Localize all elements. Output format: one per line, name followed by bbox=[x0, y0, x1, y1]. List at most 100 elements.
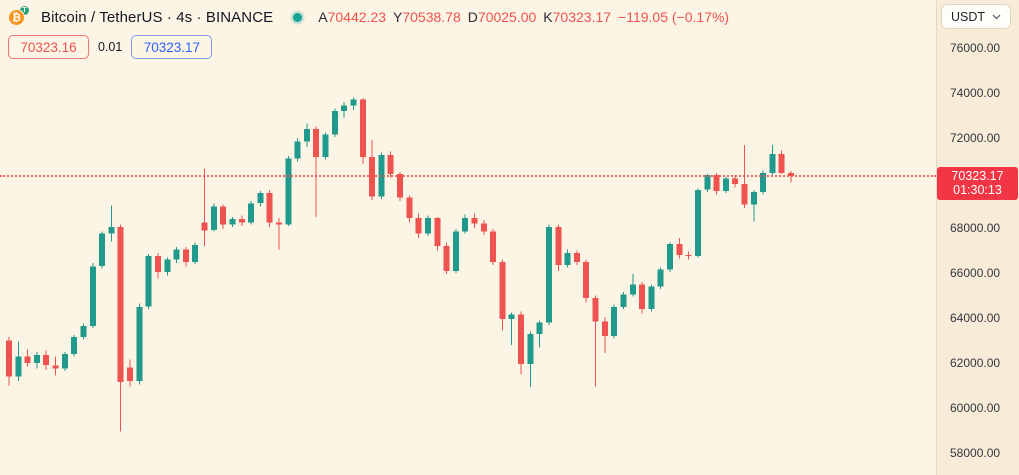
chevron-down-icon bbox=[992, 14, 1001, 19]
ask-button[interactable]: 70323.17 bbox=[131, 35, 213, 59]
candle-body bbox=[387, 154, 394, 174]
candle-body bbox=[210, 206, 217, 231]
price-axis-label: 60000.00 bbox=[950, 400, 1001, 415]
candle-body bbox=[788, 173, 794, 176]
candle-body bbox=[322, 134, 329, 158]
candle-body bbox=[201, 222, 208, 231]
ohlc-open: A70442.23 bbox=[318, 9, 387, 25]
candle-body bbox=[397, 174, 403, 198]
candle-body bbox=[173, 249, 180, 260]
candle-body bbox=[648, 286, 655, 309]
candle-body bbox=[694, 189, 701, 257]
candle-body bbox=[769, 153, 776, 173]
price-axis-label: 58000.00 bbox=[950, 445, 1001, 460]
candle-body bbox=[518, 314, 525, 365]
candle-body bbox=[99, 233, 106, 267]
candle-body bbox=[471, 217, 478, 224]
candle-body bbox=[257, 193, 264, 204]
candle-body bbox=[536, 322, 543, 334]
last-price-label: 70323.17 01:30:13 bbox=[937, 167, 1018, 201]
candle-body bbox=[145, 256, 152, 307]
candle-body bbox=[480, 223, 487, 232]
price-axis-label: 64000.00 bbox=[950, 310, 1001, 325]
candle-body bbox=[15, 356, 22, 377]
candle-body bbox=[359, 99, 366, 158]
candlestick-chart-canvas[interactable] bbox=[0, 0, 937, 475]
ohlc-legend: A70442.23 Y70538.78 D70025.00 K70323.17 … bbox=[318, 9, 729, 25]
candle-body bbox=[248, 203, 255, 223]
candle-body bbox=[33, 355, 40, 363]
price-axis-label: 74000.00 bbox=[950, 85, 1001, 100]
candle-body bbox=[452, 231, 459, 271]
candle-body bbox=[220, 206, 227, 225]
bid-button[interactable]: 70323.16 bbox=[8, 35, 89, 59]
candle-body bbox=[490, 231, 497, 262]
candle-body bbox=[685, 255, 692, 257]
symbol-legend: T ₿ Bitcoin / TetherUS · 4s · BINANCE A7… bbox=[8, 5, 729, 59]
last-price-line bbox=[0, 174, 936, 177]
price-axis-label: 66000.00 bbox=[950, 265, 1001, 280]
candle-body bbox=[676, 243, 683, 256]
candle-body bbox=[462, 217, 469, 232]
candle-body bbox=[24, 356, 31, 364]
candle-body bbox=[108, 226, 115, 234]
price-axis[interactable]: 70323.17 01:30:13 76000.00 74000.00 72000.… bbox=[936, 0, 1019, 475]
candle-body bbox=[611, 306, 618, 337]
candle-body bbox=[564, 252, 571, 266]
candle-body bbox=[620, 294, 627, 307]
candle-body bbox=[778, 153, 785, 173]
candle-body bbox=[639, 284, 646, 310]
symbol-title[interactable]: Bitcoin / TetherUS · 4s · BINANCE bbox=[41, 8, 274, 26]
candle-body bbox=[6, 340, 12, 377]
candle-body bbox=[276, 222, 282, 225]
candle-body bbox=[722, 178, 729, 191]
candle-body bbox=[127, 367, 133, 381]
currency-toggle-button[interactable]: USDT bbox=[940, 4, 1011, 29]
candle-body bbox=[331, 111, 338, 135]
candle-body bbox=[443, 246, 450, 271]
candle-body bbox=[164, 259, 171, 272]
candle-body bbox=[52, 365, 59, 369]
pair-logo: T ₿ bbox=[8, 5, 35, 27]
candle-body bbox=[704, 175, 711, 190]
bar-countdown: 01:30:13 bbox=[953, 183, 1002, 198]
candle-body bbox=[341, 105, 348, 111]
price-axis-label: 68000.00 bbox=[950, 220, 1001, 235]
candle-body bbox=[750, 192, 757, 205]
candle-body bbox=[294, 141, 301, 159]
candle-body bbox=[527, 333, 534, 365]
candle-body bbox=[583, 261, 590, 298]
candle-body bbox=[415, 217, 422, 234]
currency-label: USDT bbox=[950, 9, 985, 24]
candle-body bbox=[350, 99, 357, 106]
candle-body bbox=[667, 243, 673, 270]
candle-body bbox=[760, 172, 767, 192]
ohlc-high: Y70538.78 bbox=[393, 9, 461, 25]
ohlc-close: K70323.17 bbox=[543, 9, 612, 25]
spread-value: 0.01 bbox=[98, 40, 123, 54]
candle-body bbox=[601, 321, 608, 336]
price-axis-label: 62000.00 bbox=[950, 355, 1001, 370]
candle-body bbox=[425, 217, 431, 234]
candle-body bbox=[71, 337, 78, 354]
candle-body bbox=[229, 219, 236, 225]
ohlc-low: D70025.00 bbox=[467, 9, 537, 25]
price-axis-label: 72000.00 bbox=[950, 130, 1001, 145]
market-status-icon bbox=[293, 12, 303, 22]
candle-body bbox=[732, 178, 739, 185]
candle-body bbox=[406, 197, 413, 218]
candle-body bbox=[713, 175, 720, 191]
candle-body bbox=[89, 266, 96, 326]
candle-body bbox=[546, 226, 552, 323]
candle-body bbox=[499, 261, 506, 320]
candle-body bbox=[592, 297, 599, 322]
candle-body bbox=[117, 226, 124, 383]
candle-body bbox=[313, 129, 320, 158]
candle-body bbox=[43, 355, 50, 366]
candle-body bbox=[192, 244, 199, 262]
candle-body bbox=[61, 354, 68, 369]
candle-body bbox=[434, 217, 441, 246]
candle-body bbox=[80, 325, 87, 338]
candle-body bbox=[182, 249, 189, 262]
